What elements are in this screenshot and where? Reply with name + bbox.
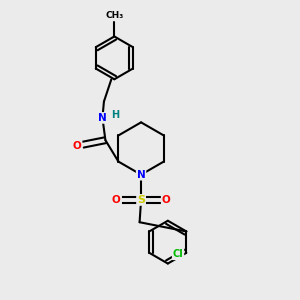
Text: O: O xyxy=(162,195,170,205)
Text: O: O xyxy=(73,141,82,151)
Text: H: H xyxy=(111,110,119,120)
Text: S: S xyxy=(137,195,145,205)
Text: Cl: Cl xyxy=(173,249,183,259)
Text: CH₃: CH₃ xyxy=(105,11,124,20)
Text: N: N xyxy=(98,113,107,123)
Text: O: O xyxy=(112,195,121,205)
Text: N: N xyxy=(137,170,146,180)
